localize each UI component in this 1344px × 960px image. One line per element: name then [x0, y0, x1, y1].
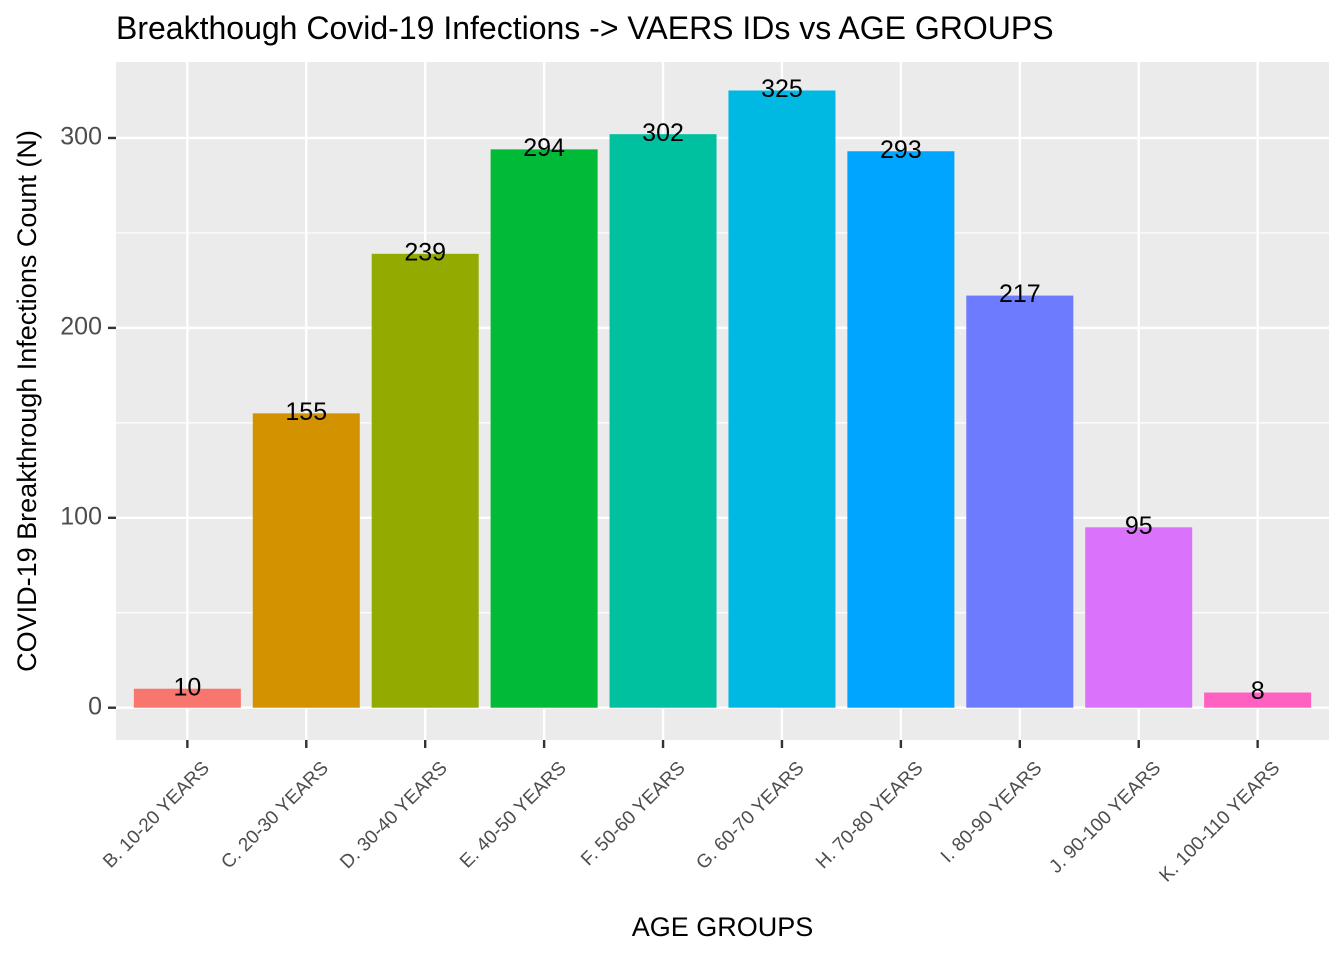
y-tick-label: 100: [60, 502, 102, 530]
bar-value-label: 239: [404, 238, 446, 266]
bar-value-label: 155: [285, 398, 327, 426]
bar: [133, 688, 241, 708]
x-tick-label: C. 20-30 YEARS: [217, 758, 332, 873]
bar-value-label: 95: [1125, 512, 1153, 540]
x-axis: B. 10-20 YEARS C. 20-30 YEARS D. 30-40 YEA…: [99, 740, 1284, 886]
bar: [252, 413, 360, 708]
bar-value-label: 293: [880, 136, 922, 164]
y-tick-label: 300: [60, 123, 102, 151]
bar: [1085, 527, 1193, 708]
bar: [490, 149, 598, 708]
y-tick-label: 200: [60, 312, 102, 340]
x-tick-label: G. 60-70 YEARS: [692, 758, 808, 874]
x-tick-label: B. 10-20 YEARS: [99, 758, 214, 873]
bar-value-label: 8: [1251, 677, 1265, 705]
x-tick-label: K. 100-110 YEARS: [1156, 758, 1285, 887]
bars: [133, 90, 1312, 708]
bar: [966, 295, 1074, 708]
bar: [609, 134, 717, 708]
bar-value-label: 325: [761, 75, 803, 103]
x-axis-label: AGE GROUPS: [631, 912, 814, 942]
bar-value-label: 294: [523, 134, 565, 162]
x-tick-label: I. 80-90 YEARS: [937, 758, 1046, 867]
bar-value-labels: 10 155 239 294 302 325 293 217 95 8: [173, 75, 1264, 705]
bar: [728, 90, 836, 708]
y-axis-label: COVID-19 Breakthrough Infections Count (…: [12, 130, 42, 672]
x-tick-label: E. 40-50 YEARS: [456, 758, 571, 873]
bar: [371, 253, 479, 708]
y-axis: 0 100 200 300: [60, 123, 116, 720]
y-tick-label: 0: [88, 692, 102, 720]
x-tick-label: D. 30-40 YEARS: [336, 758, 451, 873]
chart-title: Breakthough Covid-19 Infections -> VAERS…: [116, 10, 1054, 46]
bar-value-label: 217: [999, 280, 1041, 308]
bar-value-label: 302: [642, 119, 684, 147]
x-tick-label: J. 90-100 YEARS: [1045, 758, 1165, 878]
bar: [847, 151, 955, 708]
bar: [1204, 692, 1312, 708]
x-tick-label: F. 50-60 YEARS: [577, 758, 689, 870]
bar-value-label: 10: [173, 673, 201, 701]
x-tick-label: H. 70-80 YEARS: [812, 758, 927, 873]
